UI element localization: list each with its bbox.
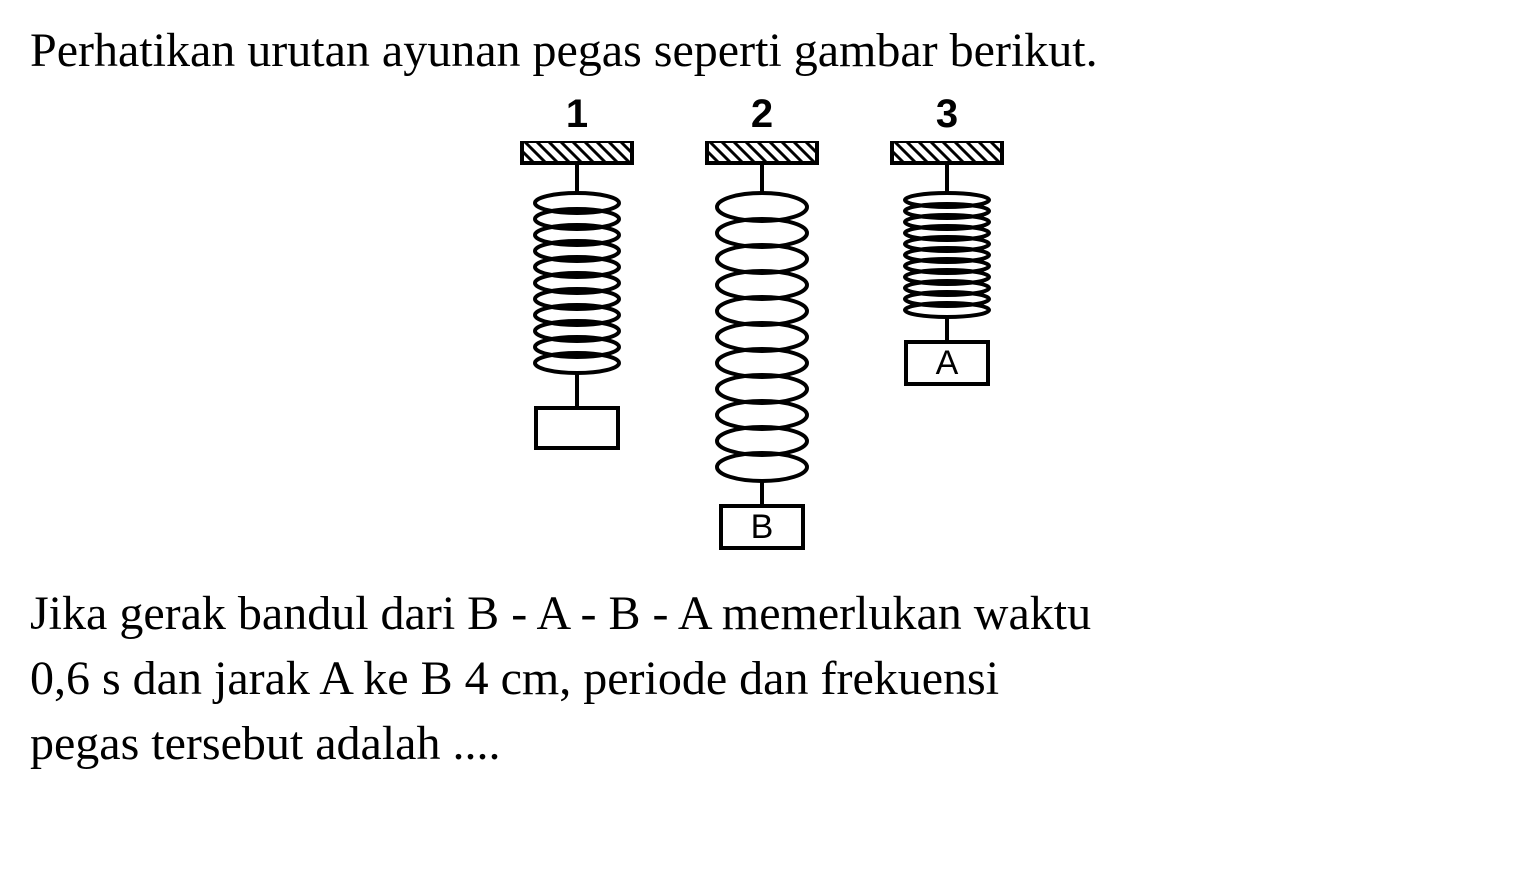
svg-text:A: A	[936, 344, 959, 382]
spring-1-svg	[507, 141, 647, 454]
svg-text:B: B	[751, 508, 774, 546]
prompt-line-1: Jika gerak bandul dari B - A - B - A mem…	[30, 587, 1091, 640]
spring-3-number: 3	[936, 92, 958, 137]
prompt-line-2: 0,6 s dan jarak A ke B 4 cm, periode dan…	[30, 652, 999, 705]
spring-2-svg: B	[692, 141, 832, 554]
spring-1: 1	[507, 92, 647, 454]
question-prompt: Jika gerak bandul dari B - A - B - A mem…	[30, 582, 1494, 776]
spring-1-number: 1	[566, 92, 588, 137]
spring-diagram: 1 2 B 3 A	[30, 92, 1494, 562]
prompt-line-3: pegas tersebut adalah ....	[30, 717, 500, 770]
spring-2-number: 2	[751, 92, 773, 137]
spring-3-svg: A	[877, 141, 1017, 390]
spring-3: 3 A	[877, 92, 1017, 390]
spring-2: 2 B	[692, 92, 832, 554]
question-intro: Perhatikan urutan ayunan pegas seperti g…	[30, 20, 1494, 82]
